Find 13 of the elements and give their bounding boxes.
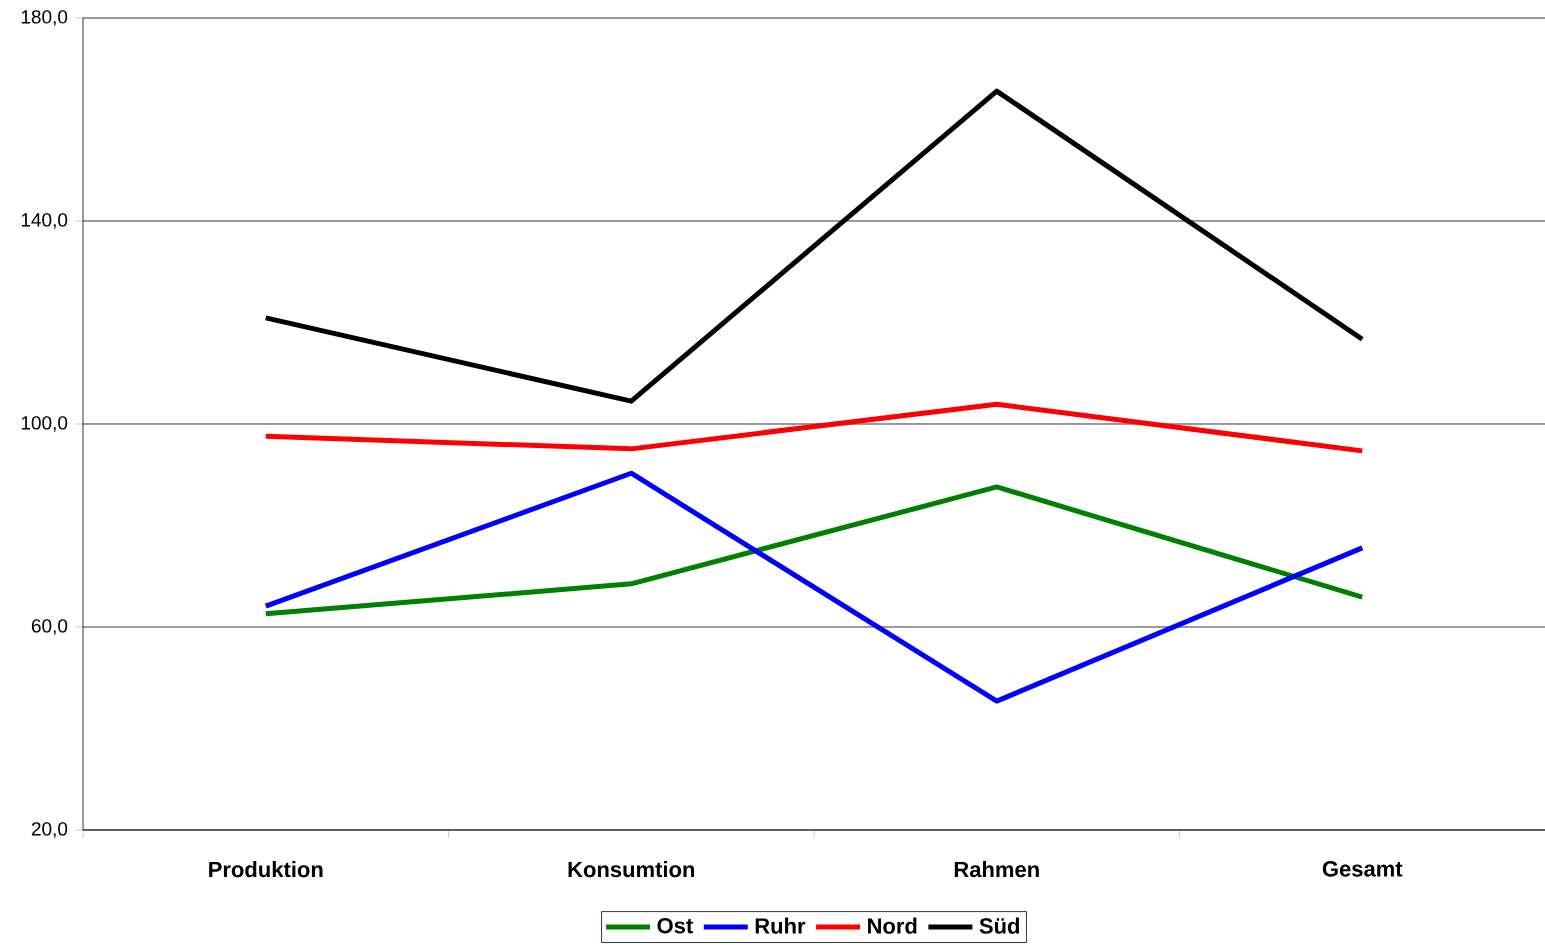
y-tick-label: 180,0 xyxy=(21,10,68,26)
x-tick-label: Rahmen xyxy=(954,861,1039,878)
y-tick-label: 60,0 xyxy=(31,619,68,635)
x-tick-label: Produktion xyxy=(209,861,323,878)
legend-label: Ruhr xyxy=(755,917,806,934)
y-tick-label: 100,0 xyxy=(21,416,68,432)
legend-label: Nord xyxy=(868,917,917,934)
y-tick-label: 140,0 xyxy=(21,213,68,229)
x-tick-label: Gesamt xyxy=(1322,861,1403,877)
legend-label: Süd xyxy=(979,917,1019,934)
x-tick-label: Konsumtion xyxy=(568,861,695,878)
legend-label: Ost xyxy=(657,917,693,934)
y-tick-label: 20,0 xyxy=(31,822,68,838)
